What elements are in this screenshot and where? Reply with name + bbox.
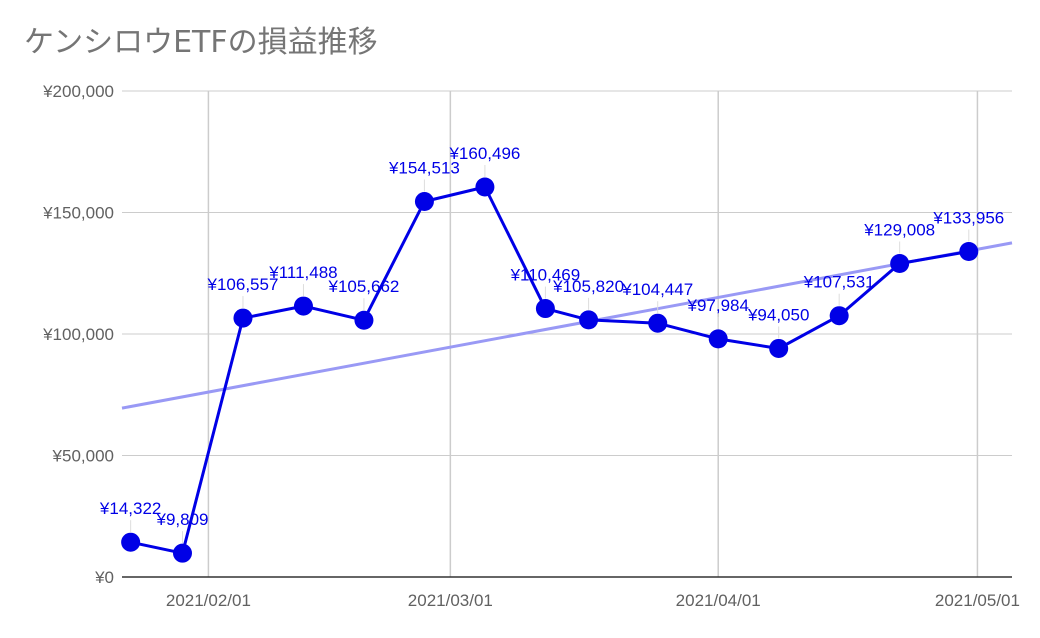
y-tick-label: ¥200,000 (42, 82, 114, 101)
x-tick-label: 2021/02/01 (166, 591, 251, 610)
data-label: ¥105,820 (552, 277, 624, 296)
data-label: ¥14,322 (99, 499, 161, 518)
data-point[interactable] (829, 306, 849, 326)
data-point[interactable] (475, 177, 495, 197)
data-point[interactable] (769, 338, 789, 358)
data-label: ¥110,469 (510, 266, 581, 285)
data-point[interactable] (354, 310, 374, 330)
data-label: ¥129,008 (863, 221, 935, 240)
chart-title: ケンシロウETFの損益推移 (24, 25, 378, 60)
y-tick-label: ¥0 (94, 568, 114, 587)
data-point[interactable] (535, 299, 555, 319)
x-tick-label: 2021/04/01 (676, 591, 761, 610)
x-axis: 2021/02/01 2021/03/01 2021/04/01 2021/05/01 (122, 576, 1020, 610)
gridlines (122, 90, 1012, 577)
data-label: ¥154,513 (388, 159, 460, 178)
series-line (130, 185, 970, 555)
data-labels: ¥14,322¥9,809 ¥106,557¥111,488¥105,662 ¥15… (99, 144, 1004, 529)
data-point[interactable] (172, 543, 192, 563)
data-label: ¥9,809 (155, 510, 208, 529)
data-point[interactable] (708, 329, 728, 349)
data-label: ¥133,956 (932, 208, 1004, 227)
data-point[interactable] (959, 241, 979, 261)
data-label: ¥107,531 (803, 273, 875, 292)
data-label: ¥106,557 (207, 275, 279, 294)
data-point[interactable] (414, 192, 434, 212)
data-points (121, 177, 979, 563)
data-point[interactable] (121, 532, 141, 552)
y-tick-label: ¥100,000 (42, 325, 114, 344)
y-axis: ¥0 ¥50,000 ¥100,000 ¥150,000 ¥200,000 (42, 82, 114, 587)
data-point[interactable] (233, 308, 253, 328)
data-point[interactable] (648, 313, 668, 333)
data-label: ¥160,496 (448, 144, 520, 163)
y-tick-label: ¥150,000 (42, 204, 114, 223)
data-point[interactable] (293, 296, 313, 316)
label-leaders (130, 164, 970, 544)
data-point[interactable] (890, 254, 910, 274)
trendline (121, 241, 1013, 410)
x-tick-label: 2021/03/01 (408, 591, 493, 610)
data-label: ¥105,662 (327, 277, 399, 296)
data-label: ¥111,488 (268, 263, 337, 282)
data-label: ¥94,050 (747, 305, 809, 324)
y-tick-label: ¥50,000 (52, 447, 114, 466)
x-tick-label: 2021/05/01 (935, 591, 1020, 610)
data-label: ¥97,984 (686, 296, 748, 315)
data-label: ¥104,447 (621, 280, 693, 299)
data-point[interactable] (579, 310, 599, 330)
